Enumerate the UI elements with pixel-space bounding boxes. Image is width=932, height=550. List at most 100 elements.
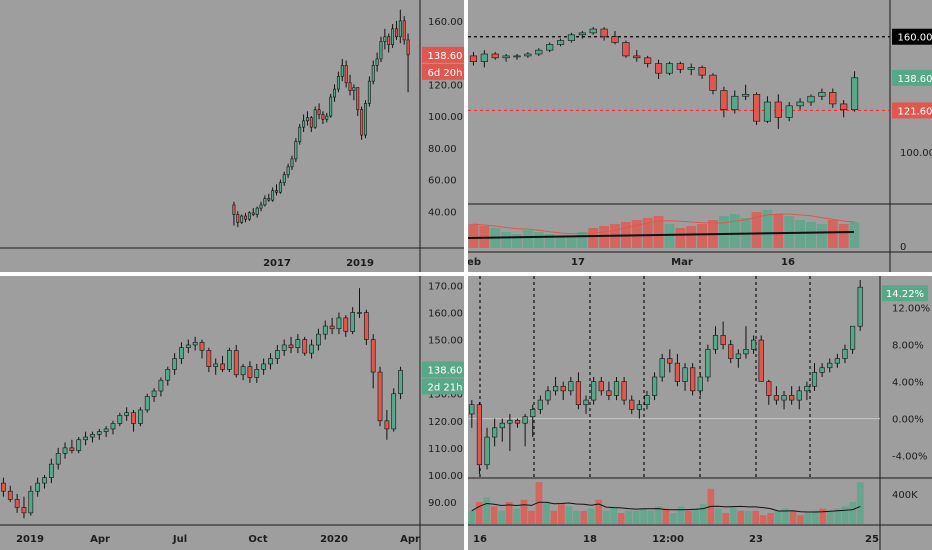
tr-candle-body	[535, 49, 543, 55]
bl-price-badge	[422, 378, 464, 395]
br-time-tick-label: 23	[749, 534, 763, 545]
bl-candle-body	[7, 490, 13, 500]
bl-price-badge-label: 2d 21h	[428, 382, 463, 393]
br-candle-body	[545, 390, 551, 401]
tl-price-tick-label: 100.00	[428, 112, 463, 123]
chart-panel-top-left[interactable]: 40.0060.0080.00100.00120.00140.00160.002…	[0, 0, 464, 272]
tr-volume-bar	[806, 222, 816, 248]
br-candle-body	[530, 409, 536, 418]
tl-candle-body	[402, 20, 406, 41]
br-candle-body	[705, 348, 711, 378]
tl-price-tick-label: 120.00	[428, 80, 463, 91]
br-volume-bar	[520, 499, 528, 524]
tr-volume-bar	[816, 224, 827, 248]
br-candle-body	[644, 395, 650, 406]
bl-time-tick-label: Apr	[400, 534, 420, 545]
br-time-tick-label: 16	[473, 534, 487, 545]
bl-price-tick-label: 150.00	[428, 336, 463, 347]
tl-price-badge-label: 6d 20h	[428, 68, 463, 79]
br-candle-body	[492, 427, 498, 438]
tl-candle-body	[321, 114, 325, 120]
bl-candle-body	[110, 423, 116, 430]
br-volume-bar	[834, 508, 842, 524]
br-candle-body	[758, 339, 764, 382]
br-candle-body	[834, 358, 840, 364]
br-candle-body	[560, 385, 566, 392]
br-candle-body	[811, 372, 818, 387]
tl-price-tick-label: 40.00	[428, 207, 457, 218]
br-volume-bar	[685, 510, 692, 524]
tr-candle-body	[850, 77, 859, 110]
br-volume-bar	[759, 515, 767, 524]
bl-candle-body	[384, 420, 390, 430]
bl-candle-body	[227, 350, 232, 370]
tl-candle-body	[302, 120, 306, 128]
br-candle-body	[629, 399, 635, 410]
br-price-tick-label: 8.00%	[892, 341, 924, 352]
br-volume-bar	[722, 513, 730, 524]
tr-volume-bar	[577, 232, 588, 248]
tr-volume-bar	[588, 228, 599, 248]
br-candle-body	[537, 399, 543, 410]
bl-candle-body	[350, 312, 355, 332]
tr-price-tick-label: 100.00	[900, 148, 932, 159]
br-price-tick-label: 0.00%	[892, 415, 924, 426]
tr-volume-bar	[653, 216, 664, 248]
tr-time-tick-label: 16	[781, 257, 795, 268]
tl-time-tick-label: 2017	[263, 258, 291, 269]
chart-panel-bottom-left[interactable]: 90.00100.00110.00120.00130.00140.00150.0…	[0, 276, 464, 550]
tr-volume-bar	[555, 236, 566, 248]
br-volume-bar	[498, 510, 505, 524]
tr-candle-body	[829, 92, 837, 105]
bl-candle-body	[220, 363, 225, 370]
bl-candle-body	[357, 312, 362, 314]
br-candle-body	[507, 420, 513, 424]
bl-candle-body	[398, 370, 403, 395]
br-candle-body	[598, 381, 604, 392]
bl-candle-body	[247, 366, 253, 378]
bl-candle-body	[240, 366, 246, 376]
tr-candle-body	[578, 32, 586, 36]
tl-candle-body	[387, 36, 391, 45]
bl-price-badge	[422, 361, 464, 378]
br-price-tick-label: 4.00%	[892, 378, 924, 389]
chart-panel-top-right[interactable]: 100.00 0 eb 17 Mar 16 160.00 138.60 121.60	[468, 0, 932, 272]
tr-time-tick-label: eb	[468, 257, 481, 268]
tr-volume-bar	[838, 224, 849, 248]
br-candle-body	[796, 390, 802, 401]
br-volume-bar	[819, 508, 827, 524]
br-volume-bar	[505, 502, 513, 524]
bl-candle-body	[103, 428, 109, 432]
br-candle-body	[591, 381, 597, 401]
br-volume-bar	[655, 506, 662, 524]
tr-volume-bar	[512, 234, 522, 248]
tr-time-tick-label: Mar	[671, 257, 693, 268]
tr-candle-body	[502, 55, 510, 59]
tl-candle-body	[333, 88, 337, 98]
br-volume-bar	[632, 510, 640, 524]
br-volume-bar	[610, 506, 618, 524]
tl-candle-body	[325, 115, 329, 120]
tl-candle-body	[271, 190, 275, 201]
tl-candle-body	[344, 64, 348, 84]
bl-candle-body	[199, 341, 205, 351]
tl-candle-body	[263, 198, 267, 206]
tr-volume-bar	[762, 210, 773, 248]
tr-candle-body	[818, 92, 826, 97]
bl-candle-body	[14, 499, 20, 508]
bl-candle-body	[117, 415, 123, 424]
br-volume-bar	[528, 510, 535, 524]
tl-candle-body	[286, 166, 290, 176]
chart-panel-bottom-right[interactable]: 12.00% 8.00% 4.00% 0.00% -4.00% 400K 16 18 12:00…	[468, 276, 932, 550]
tl-price-tick-label: 80.00	[428, 144, 457, 155]
br-candle-body	[827, 362, 833, 369]
bl-candle-body	[138, 409, 143, 424]
tl-candle-body	[317, 109, 321, 115]
bl-candle-body	[233, 350, 239, 376]
bl-candle-body	[261, 363, 266, 370]
bl-candle-body	[151, 390, 157, 397]
tr-volume-bar	[642, 218, 653, 248]
br-volume-bar	[468, 510, 476, 524]
br-candle-body	[842, 348, 848, 359]
bl-candle-body	[1, 482, 6, 492]
